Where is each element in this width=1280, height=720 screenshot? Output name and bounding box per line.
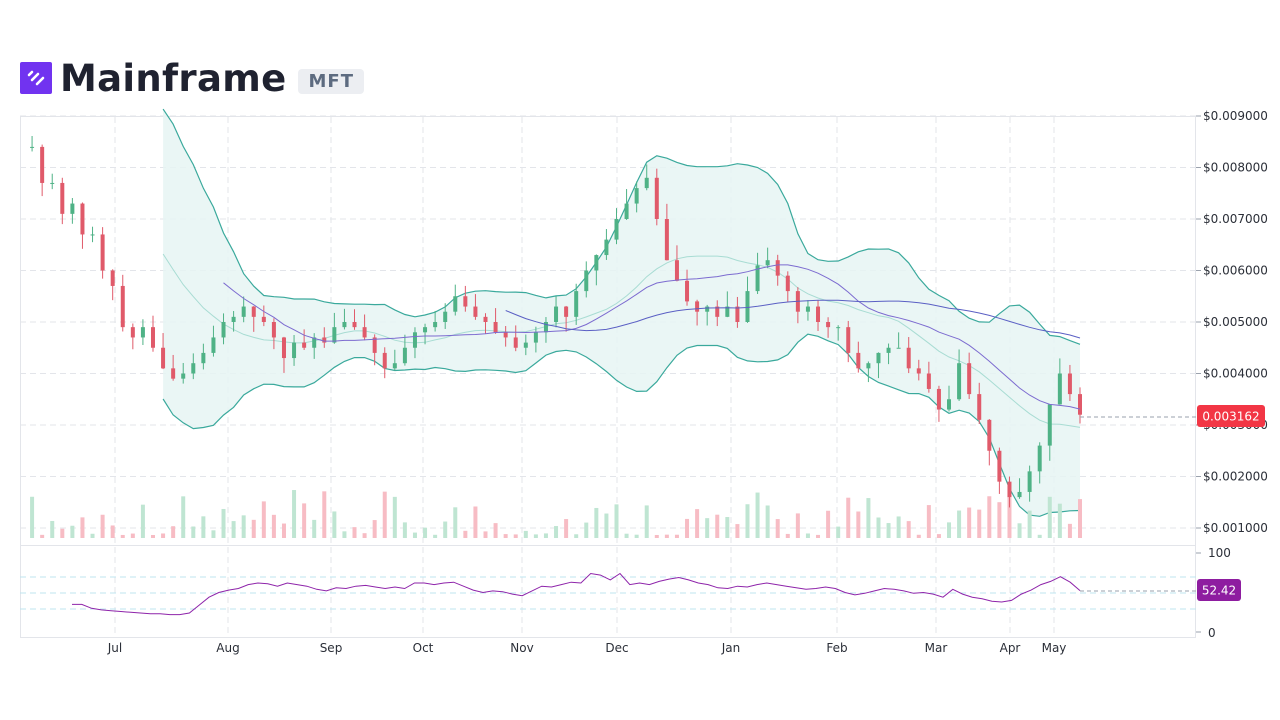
- ticker-badge: MFT: [298, 68, 364, 94]
- time-tick-label: Feb: [826, 641, 847, 655]
- rsi-tick-0: 0: [1208, 626, 1216, 640]
- volume-bars: [30, 490, 1082, 538]
- current-rsi-badge: [1197, 579, 1241, 601]
- mainframe-logo-icon: [20, 62, 52, 94]
- price-tick-label: $0.004000: [1203, 367, 1268, 381]
- price-tick-label: $0.005000: [1203, 315, 1268, 329]
- price-axis[interactable]: $0.009000 $0.008000 $0.007000 $0.006000 $0.0…: [1196, 109, 1268, 535]
- price-tick-label: $0.009000: [1203, 109, 1268, 123]
- price-tick-label: $0.008000: [1203, 161, 1268, 175]
- candlesticks: [30, 135, 1082, 508]
- time-tick-label: Dec: [605, 641, 628, 655]
- moving-averages: [223, 264, 1081, 410]
- time-tick-label: Sep: [320, 641, 343, 655]
- rsi-axis: 100 0: [1196, 546, 1231, 640]
- price-tick-label: $0.002000: [1203, 470, 1268, 484]
- rsi-pane: [72, 572, 1081, 616]
- time-axis: Jul Aug Sep Oct Nov Dec Jan Feb Mar Apr May: [107, 641, 1067, 655]
- chart-header: Mainframe MFT: [20, 56, 364, 100]
- current-rsi-label: 52.42: [1202, 584, 1236, 598]
- current-price-marker: 0.003162: [1080, 405, 1265, 427]
- price-tick-label: $0.007000: [1203, 212, 1268, 226]
- time-tick-label: Apr: [1000, 641, 1021, 655]
- time-tick-label: Mar: [925, 641, 948, 655]
- time-tick-label: Aug: [216, 641, 239, 655]
- time-tick-label: May: [1042, 641, 1067, 655]
- chart-frame: [20, 116, 1196, 638]
- page-title: Mainframe: [60, 56, 287, 100]
- time-tick-label: Jul: [107, 641, 122, 655]
- time-tick-label: Nov: [510, 641, 533, 655]
- current-price-label: 0.003162: [1202, 410, 1259, 424]
- current-price-badge: [1197, 405, 1265, 427]
- bollinger-bands: [162, 108, 1081, 517]
- price-tick-label: $0.001000: [1203, 521, 1268, 535]
- current-rsi-marker: 52.42: [1080, 579, 1241, 601]
- time-tick-label: Jan: [721, 641, 741, 655]
- price-tick-label: $0.006000: [1203, 264, 1268, 278]
- time-tick-label: Oct: [413, 641, 434, 655]
- rsi-tick-100: 100: [1208, 546, 1231, 560]
